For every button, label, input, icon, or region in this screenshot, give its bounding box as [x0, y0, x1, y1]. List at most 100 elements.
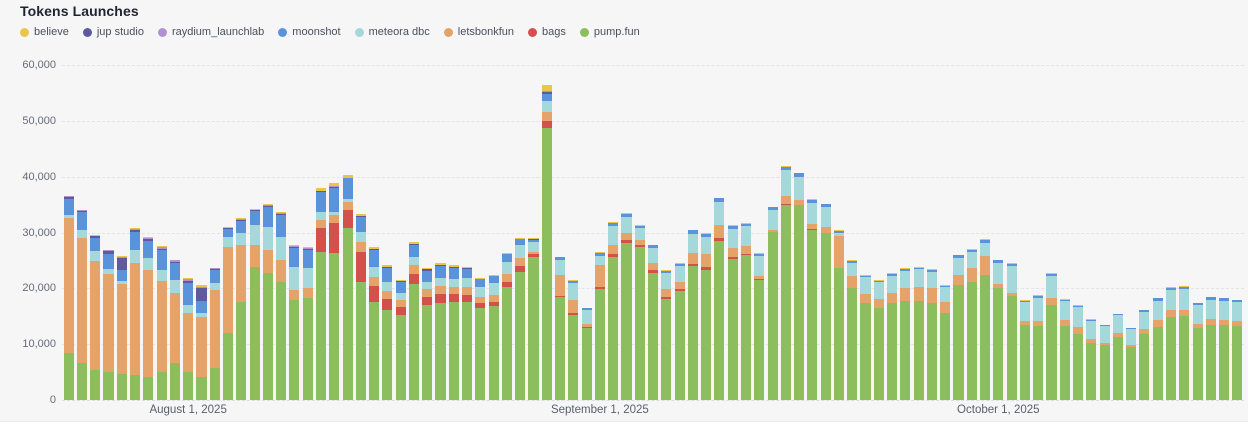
bar-segment[interactable]: [528, 251, 539, 255]
bar-segment[interactable]: [143, 269, 154, 377]
bar-segment[interactable]: [435, 277, 446, 286]
bar-segment[interactable]: [329, 183, 340, 187]
bar-segment[interactable]: [63, 353, 74, 400]
bar-segment[interactable]: [1192, 327, 1203, 400]
bar-segment[interactable]: [940, 285, 951, 288]
bar-segment[interactable]: [90, 260, 101, 370]
bar-segment[interactable]: [647, 262, 659, 271]
bar-segment[interactable]: [289, 290, 300, 301]
bar-segment[interactable]: [621, 213, 632, 214]
bar-segment[interactable]: [329, 253, 340, 400]
bar-segment[interactable]: [156, 250, 167, 270]
bar-segment[interactable]: [1046, 305, 1057, 400]
bar-segment[interactable]: [382, 266, 393, 268]
bar-segment[interactable]: [276, 282, 287, 400]
bar-segment[interactable]: [130, 230, 141, 232]
bar-segment[interactable]: [767, 231, 778, 400]
bar-segment[interactable]: [608, 257, 619, 400]
bar-column[interactable]: [221, 65, 234, 400]
bar-segment[interactable]: [369, 302, 380, 400]
bar-segment[interactable]: [807, 230, 818, 400]
bar-segment[interactable]: [169, 260, 180, 262]
bar-segment[interactable]: [754, 255, 765, 276]
bar-column[interactable]: [965, 65, 978, 400]
bar-segment[interactable]: [740, 226, 752, 246]
bar-segment[interactable]: [528, 256, 539, 400]
bar-segment[interactable]: [727, 225, 738, 229]
bar-segment[interactable]: [249, 266, 260, 400]
bar-segment[interactable]: [76, 210, 87, 212]
bar-segment[interactable]: [807, 199, 818, 203]
bar-segment[interactable]: [1232, 326, 1243, 400]
bar-segment[interactable]: [209, 268, 220, 269]
bar-segment[interactable]: [116, 258, 127, 270]
bar-segment[interactable]: [355, 216, 366, 217]
bar-segment[interactable]: [395, 281, 406, 283]
bar-segment[interactable]: [1033, 320, 1044, 327]
bar-column[interactable]: [1032, 65, 1045, 400]
bar-segment[interactable]: [1019, 302, 1030, 321]
bar-segment[interactable]: [1112, 315, 1123, 334]
bar-segment[interactable]: [807, 229, 818, 231]
bar-segment[interactable]: [249, 209, 260, 211]
bar-segment[interactable]: [369, 248, 380, 250]
bar-segment[interactable]: [541, 85, 552, 91]
bar-column[interactable]: [1098, 65, 1111, 400]
bar-segment[interactable]: [767, 210, 778, 230]
bar-segment[interactable]: [382, 282, 393, 291]
bar-segment[interactable]: [528, 239, 539, 240]
bar-segment[interactable]: [435, 263, 446, 265]
bar-segment[interactable]: [462, 267, 473, 269]
bar-segment[interactable]: [1006, 263, 1017, 264]
bar-segment[interactable]: [196, 312, 207, 317]
bar-column[interactable]: [1231, 65, 1244, 400]
bar-column[interactable]: [952, 65, 965, 400]
bar-segment[interactable]: [222, 227, 234, 229]
bar-segment[interactable]: [727, 225, 738, 226]
bar-segment[interactable]: [980, 239, 991, 241]
bar-segment[interactable]: [661, 269, 672, 271]
bar-segment[interactable]: [1152, 319, 1163, 328]
bar-segment[interactable]: [395, 306, 406, 316]
bar-segment[interactable]: [422, 269, 433, 271]
bar-segment[interactable]: [661, 272, 672, 290]
bar-segment[interactable]: [1086, 338, 1097, 343]
bar-segment[interactable]: [183, 279, 194, 281]
bar-segment[interactable]: [501, 261, 512, 275]
bar-segment[interactable]: [1139, 311, 1150, 330]
bar-segment[interactable]: [156, 269, 167, 282]
bar-column[interactable]: [1178, 65, 1191, 400]
bar-segment[interactable]: [515, 245, 526, 258]
bar-segment[interactable]: [488, 302, 499, 307]
bar-segment[interactable]: [462, 295, 473, 302]
bar-column[interactable]: [978, 65, 991, 400]
bar-segment[interactable]: [448, 278, 459, 287]
bar-segment[interactable]: [236, 301, 247, 400]
bar-segment[interactable]: [940, 287, 951, 302]
bar-column[interactable]: [434, 65, 447, 400]
bar-segment[interactable]: [873, 307, 884, 400]
bar-segment[interactable]: [647, 248, 659, 263]
bar-segment[interactable]: [236, 219, 247, 221]
bar-segment[interactable]: [1205, 324, 1216, 400]
legend-item-believe[interactable]: believe: [20, 25, 69, 39]
bar-segment[interactable]: [382, 298, 393, 311]
bar-segment[interactable]: [76, 229, 87, 239]
bar-column[interactable]: [115, 65, 128, 400]
bar-segment[interactable]: [103, 249, 114, 251]
bar-segment[interactable]: [608, 222, 619, 227]
bar-segment[interactable]: [1059, 301, 1070, 320]
bar-segment[interactable]: [913, 269, 924, 287]
bar-segment[interactable]: [1192, 323, 1203, 328]
bar-segment[interactable]: [674, 263, 685, 264]
bar-segment[interactable]: [940, 285, 951, 286]
bar-segment[interactable]: [621, 213, 632, 217]
bar-segment[interactable]: [1179, 286, 1190, 289]
bar-segment[interactable]: [63, 196, 74, 200]
bar-segment[interactable]: [900, 268, 911, 271]
bar-segment[interactable]: [462, 301, 473, 400]
bar-segment[interactable]: [568, 314, 579, 400]
bar-segment[interactable]: [408, 244, 419, 258]
bar-segment[interactable]: [116, 256, 127, 257]
bar-segment[interactable]: [568, 300, 579, 313]
